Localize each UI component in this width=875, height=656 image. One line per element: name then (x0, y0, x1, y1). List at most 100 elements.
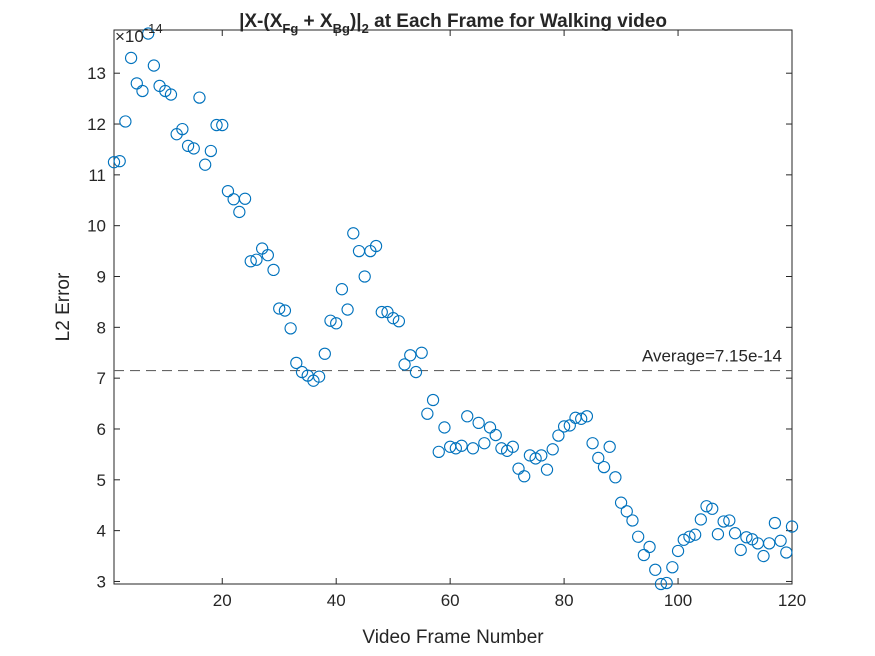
data-point (216, 118, 229, 132)
data-point (728, 527, 742, 540)
data-point (369, 239, 383, 253)
data-point (740, 531, 753, 544)
y-tick-label: 11 (88, 166, 106, 185)
data-point (426, 393, 440, 407)
data-point (597, 460, 611, 474)
data-point (113, 154, 126, 168)
axis-ticks: 20 40 60 80 100 120 3 4 5 6 7 8 9 10 11 12 13 (87, 30, 806, 610)
y-tick-label: 3 (97, 572, 106, 591)
data-point (398, 358, 411, 371)
data-point (780, 546, 793, 559)
data-point (592, 451, 605, 465)
y-tick-label: 6 (97, 420, 106, 439)
data-point (489, 428, 502, 442)
data-point (358, 270, 371, 283)
y-tick-label: 9 (97, 268, 106, 287)
data-point (432, 445, 445, 459)
data-point (461, 410, 474, 423)
x-tick-label: 120 (778, 591, 806, 610)
y-tick-label: 10 (87, 217, 106, 236)
data-point (666, 561, 679, 574)
x-tick-label: 20 (213, 591, 232, 610)
x-tick-label: 40 (327, 591, 346, 610)
data-point (763, 537, 776, 550)
data-point (210, 118, 223, 132)
data-point (250, 253, 263, 266)
y-axis-label: L2 Error (53, 272, 74, 341)
data-point (609, 471, 622, 484)
y-tick-label: 5 (97, 471, 106, 490)
data-point (136, 84, 149, 98)
data-point (626, 514, 639, 527)
data-point (580, 410, 594, 423)
data-point (683, 530, 696, 543)
data-point (757, 549, 770, 563)
data-point (404, 349, 417, 362)
data-point (717, 515, 730, 528)
x-axis-label: Video Frame Number (362, 627, 544, 648)
data-point (187, 142, 200, 155)
data-point (575, 412, 588, 425)
y-tick-label: 13 (87, 64, 106, 83)
data-point (620, 505, 633, 518)
y-tick-label: 4 (97, 522, 106, 541)
x-tick-label: 100 (664, 591, 692, 610)
data-point (324, 314, 337, 327)
data-point (449, 442, 462, 455)
average-group: Average=7.15e-14 (114, 347, 792, 372)
data-point (546, 443, 559, 456)
data-point (330, 317, 343, 330)
data-point (312, 370, 326, 383)
data-point (478, 437, 491, 450)
data-point (734, 543, 747, 557)
data-point (535, 449, 548, 462)
data-point (347, 227, 360, 240)
data-point (774, 534, 787, 547)
data-point (643, 540, 656, 554)
data-point (455, 439, 468, 452)
data-point (529, 452, 542, 465)
data-point (181, 139, 195, 153)
data-point (688, 528, 702, 541)
data-point (238, 192, 252, 205)
data-point (677, 533, 690, 546)
data-point (204, 144, 218, 158)
data-point (472, 416, 485, 430)
data-point (147, 59, 161, 72)
data-point (221, 184, 235, 198)
data-point (176, 122, 189, 136)
title-part-d: Bg (333, 21, 350, 36)
data-point (107, 155, 121, 169)
chart-title: |X-(XFg + XBg)|2 at Each Frame for Walki… (239, 11, 667, 36)
data-point (124, 51, 138, 65)
data-point (119, 115, 132, 128)
x-tick-label: 60 (441, 591, 460, 610)
data-point (552, 429, 565, 442)
data-point (284, 322, 297, 335)
data-point (278, 304, 292, 317)
data-point (649, 563, 662, 576)
data-point (375, 305, 388, 319)
data-point (671, 544, 685, 558)
data-point (700, 500, 713, 513)
data-point (438, 421, 451, 434)
exponent-power: -14 (144, 21, 163, 36)
data-point (261, 249, 274, 262)
data-point (654, 577, 668, 591)
data-point (273, 302, 286, 315)
data-point (785, 520, 799, 533)
title-part-e: )| (350, 11, 362, 32)
plot-area (113, 29, 793, 585)
title-part-g: at Each Frame for Walking video (369, 11, 667, 32)
title-part-c: + X (298, 11, 333, 32)
data-point (193, 91, 206, 104)
data-point (706, 502, 719, 515)
data-points (107, 27, 799, 591)
exponent-base: ×10 (115, 27, 144, 46)
data-point (768, 516, 782, 530)
data-point (142, 27, 155, 40)
data-point (164, 88, 178, 101)
data-point (244, 255, 257, 268)
data-point (614, 496, 628, 509)
data-point (660, 576, 673, 590)
